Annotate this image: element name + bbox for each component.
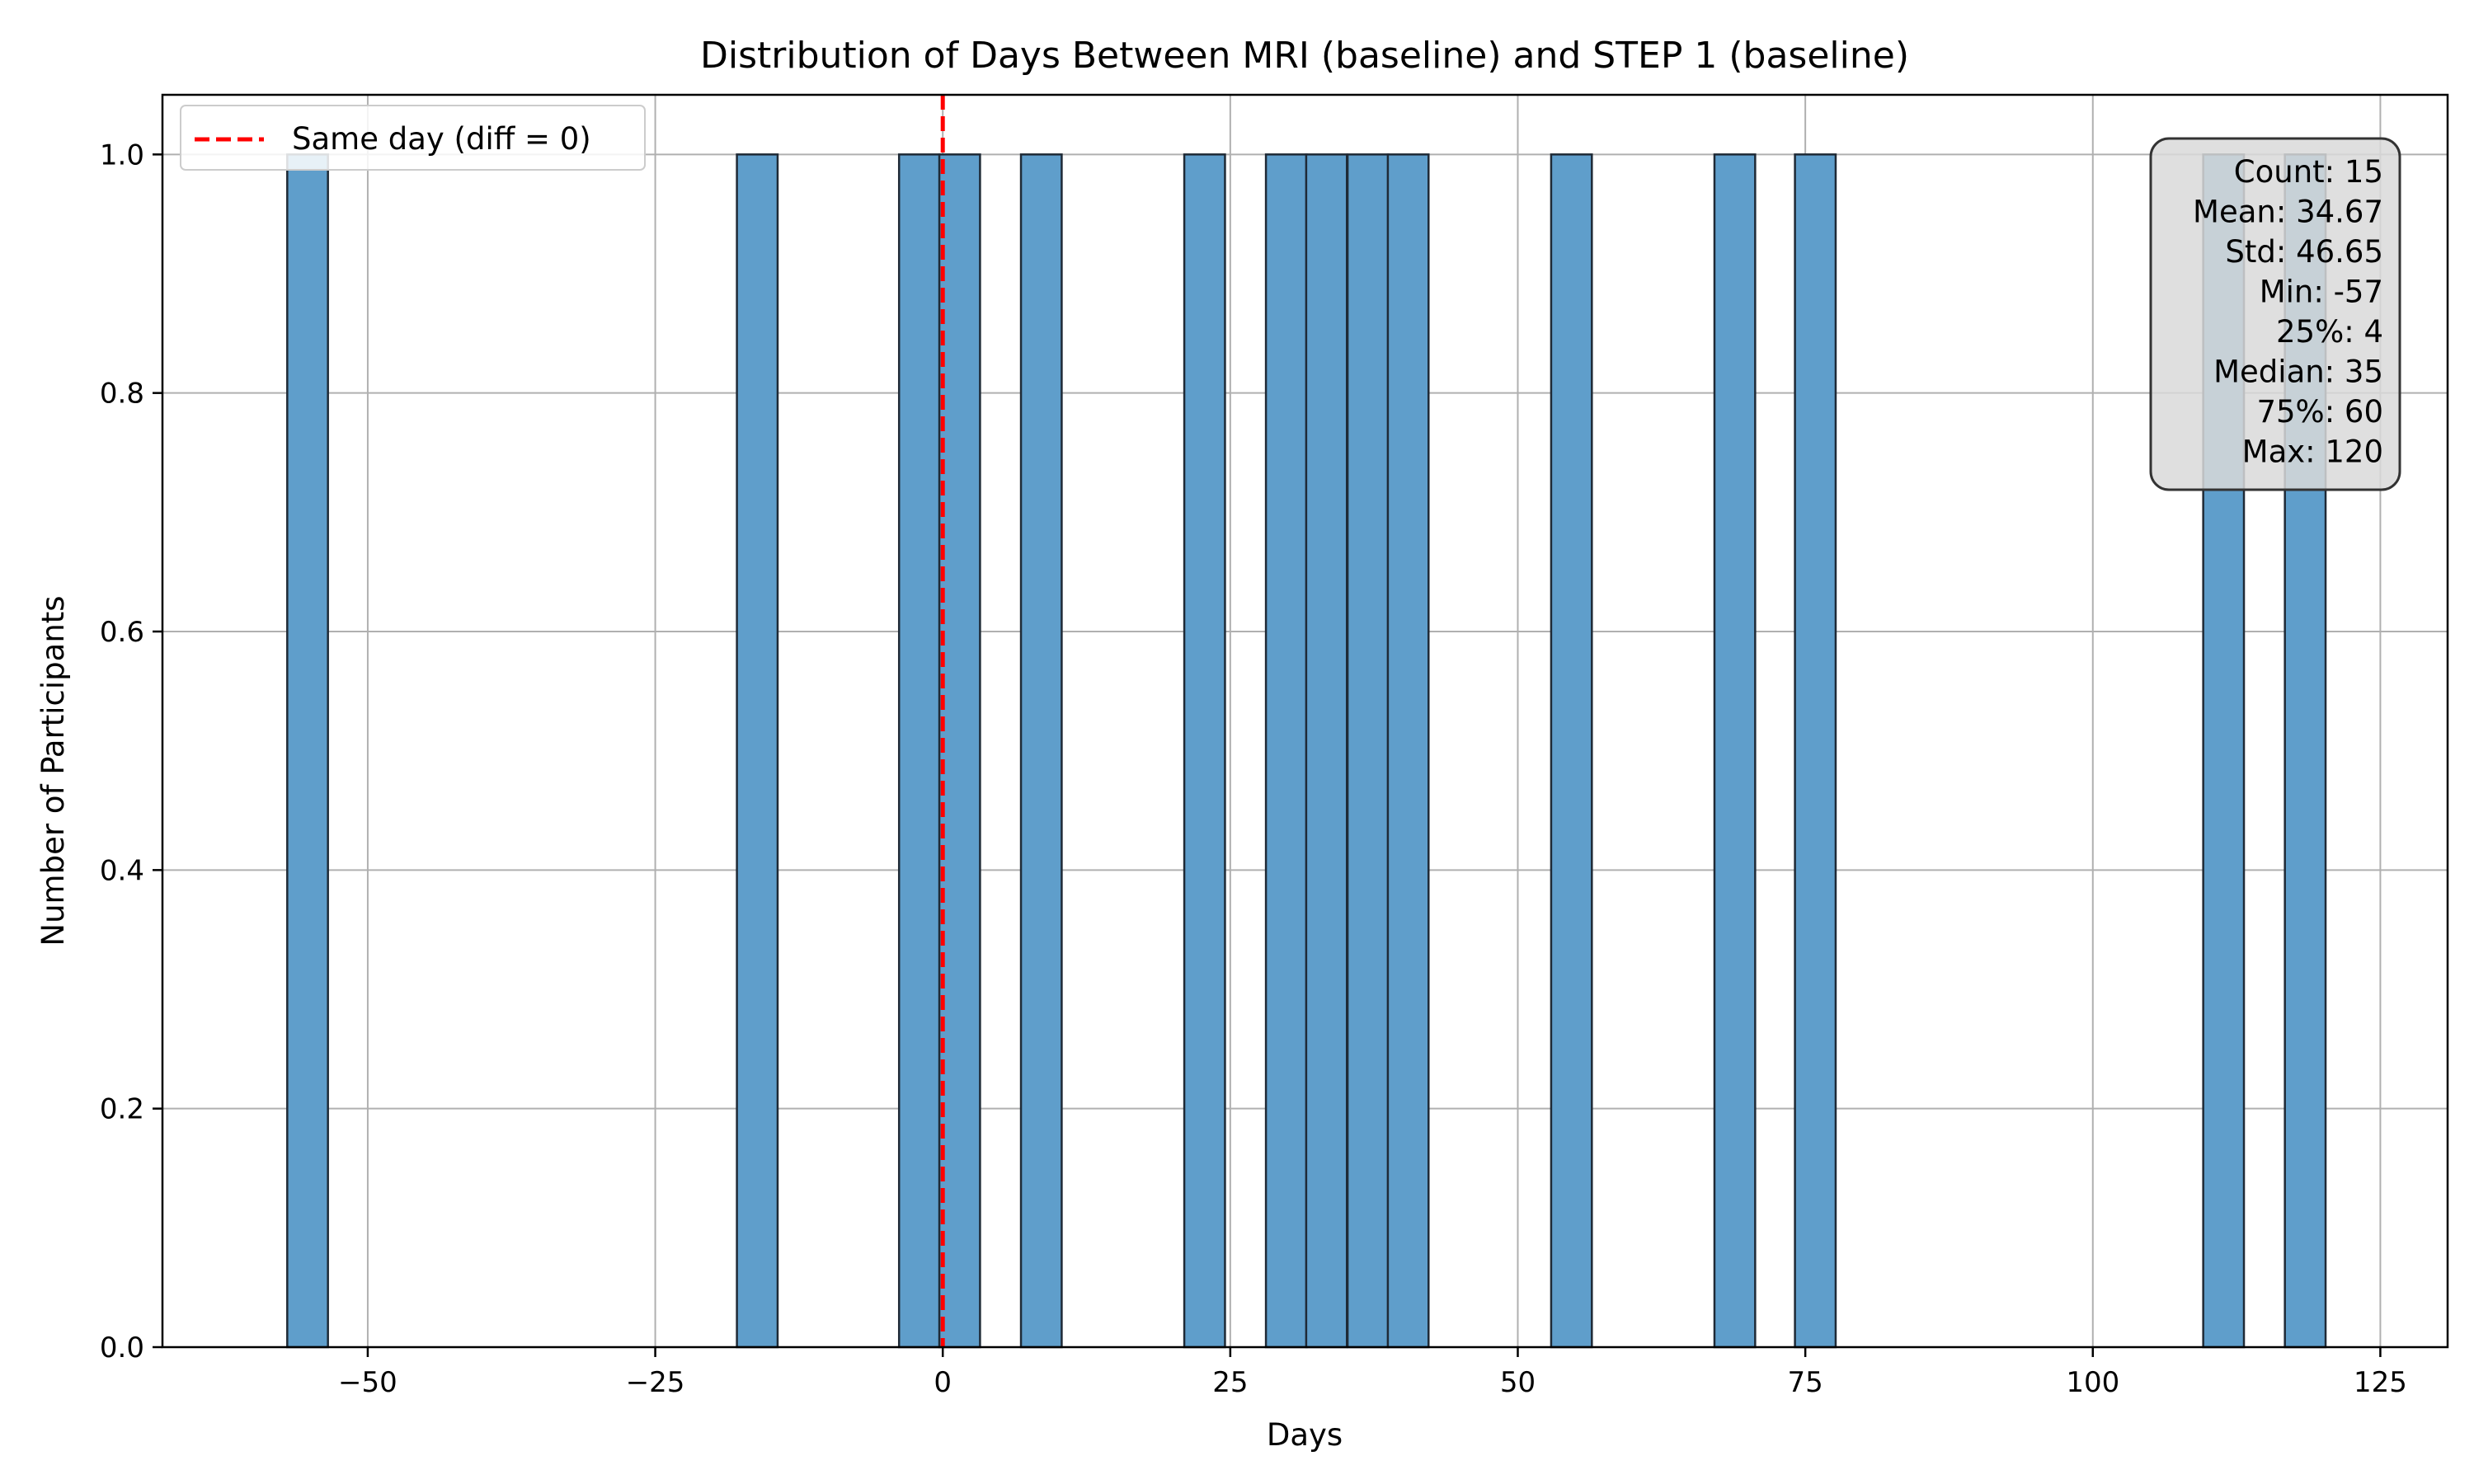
x-tick-label: 125 xyxy=(2354,1366,2407,1399)
x-axis-title: Days xyxy=(1267,1417,1343,1453)
y-tick-label: 0.6 xyxy=(100,616,144,649)
x-tick-label: −50 xyxy=(338,1366,397,1399)
x-tick-label: 50 xyxy=(1500,1366,1536,1399)
histogram-bar xyxy=(1550,153,1593,1349)
plot-frame xyxy=(161,93,2449,1349)
y-tick-label: 1.0 xyxy=(100,139,144,171)
stats-line: Min: -57 xyxy=(2260,275,2383,310)
histogram-bar xyxy=(897,153,941,1349)
histogram-bar xyxy=(1386,153,1430,1349)
x-tick-label: 100 xyxy=(2066,1366,2119,1399)
stats-lines: Count: 15 Mean: 34.67 Std: 46.65 Min: -57 25… xyxy=(2193,154,2383,470)
y-axis-title: Number of Participants xyxy=(35,595,71,946)
y-tick-label: 0.0 xyxy=(100,1331,144,1364)
x-tick-label: −25 xyxy=(626,1366,685,1399)
histogram-bar xyxy=(1794,153,1837,1349)
legend-label: Same day (diff = 0) xyxy=(292,121,591,157)
histogram-bar xyxy=(1019,153,1063,1349)
histogram-bar xyxy=(1264,153,1308,1349)
histogram-bars xyxy=(286,153,2327,1349)
histogram-bar xyxy=(1713,153,1757,1349)
histogram-bar xyxy=(1305,153,1348,1349)
x-tick-label: 25 xyxy=(1212,1366,1248,1399)
stats-line: Mean: 34.67 xyxy=(2193,195,2383,230)
legend: Same day (diff = 0) xyxy=(180,105,646,171)
stats-line: Max: 120 xyxy=(2242,434,2383,470)
y-tick-label: 0.8 xyxy=(100,378,144,411)
legend-frame xyxy=(180,105,646,171)
axes xyxy=(161,93,2449,1349)
x-tick-label: 75 xyxy=(1788,1366,1823,1399)
histogram-bar xyxy=(286,153,329,1349)
histogram-bar xyxy=(1346,153,1390,1349)
tick-labels: −50 −25 0 25 50 75 100 125 0.0 0.2 0.4 0.6 0.8 1.0 xyxy=(100,139,2407,1399)
stats-line: Std: 46.65 xyxy=(2225,234,2383,270)
stats-line: 75%: 60 xyxy=(2256,394,2383,430)
stats-box-frame xyxy=(2149,137,2401,491)
stats-box: Count: 15 Mean: 34.67 Std: 46.65 Min: -57 25… xyxy=(2149,137,2401,491)
stats-line: Count: 15 xyxy=(2234,154,2383,190)
x-tick-label: 0 xyxy=(934,1366,952,1399)
y-tick-label: 0.4 xyxy=(100,854,144,887)
stats-line: 25%: 4 xyxy=(2276,314,2383,350)
chart-title: Distribution of Days Between MRI (baseli… xyxy=(700,35,1909,77)
y-tick-label: 0.2 xyxy=(100,1093,144,1126)
histogram-bar xyxy=(938,153,981,1349)
histogram-bar xyxy=(1183,153,1226,1349)
stats-line: Median: 35 xyxy=(2213,355,2383,390)
histogram-bar xyxy=(736,153,779,1349)
